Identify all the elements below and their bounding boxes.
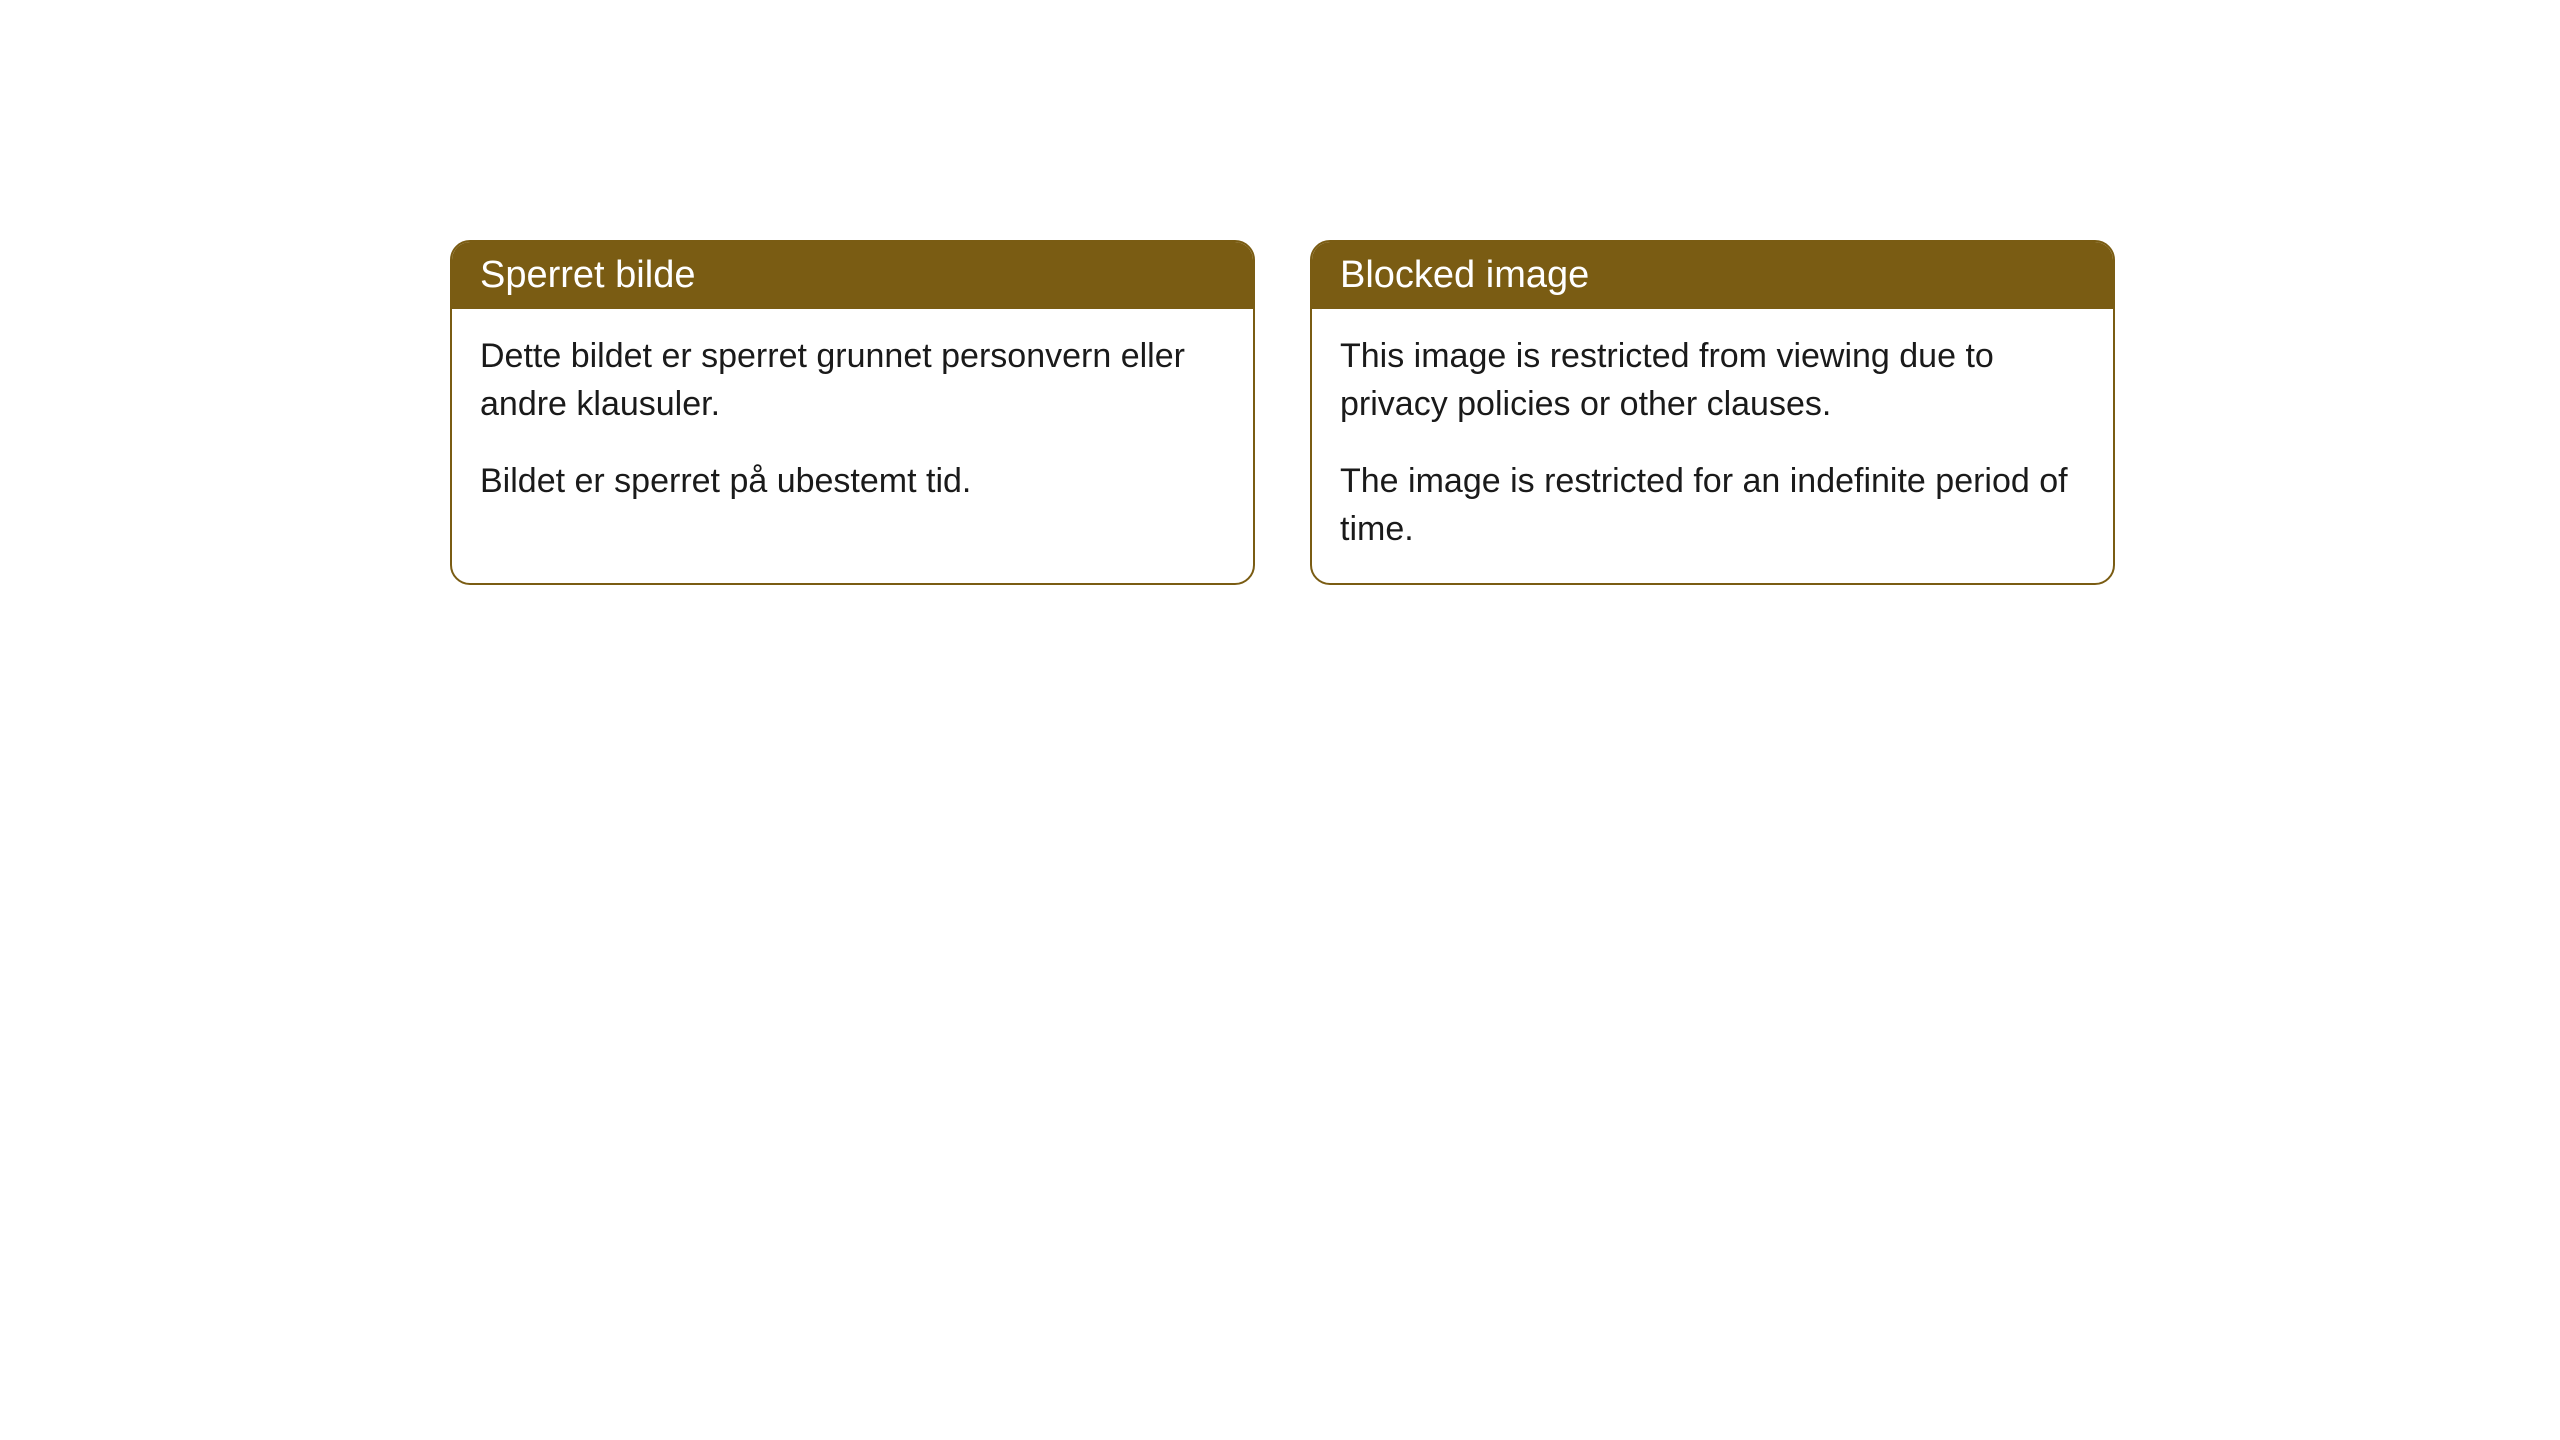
card-paragraph-1-english: This image is restricted from viewing du… bbox=[1340, 333, 2085, 428]
card-norwegian: Sperret bilde Dette bildet er sperret gr… bbox=[450, 240, 1255, 585]
card-paragraph-1-norwegian: Dette bildet er sperret grunnet personve… bbox=[480, 333, 1225, 428]
card-paragraph-2-norwegian: Bildet er sperret på ubestemt tid. bbox=[480, 458, 1225, 506]
card-header-norwegian: Sperret bilde bbox=[452, 242, 1253, 309]
card-title-english: Blocked image bbox=[1340, 254, 1589, 296]
card-header-english: Blocked image bbox=[1312, 242, 2113, 309]
card-body-english: This image is restricted from viewing du… bbox=[1312, 309, 2113, 583]
card-body-norwegian: Dette bildet er sperret grunnet personve… bbox=[452, 309, 1253, 536]
card-english: Blocked image This image is restricted f… bbox=[1310, 240, 2115, 585]
card-paragraph-2-english: The image is restricted for an indefinit… bbox=[1340, 458, 2085, 553]
cards-container: Sperret bilde Dette bildet er sperret gr… bbox=[450, 240, 2560, 585]
card-title-norwegian: Sperret bilde bbox=[480, 254, 695, 296]
